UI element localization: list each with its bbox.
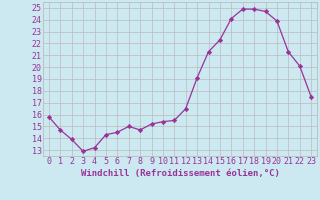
X-axis label: Windchill (Refroidissement éolien,°C): Windchill (Refroidissement éolien,°C) — [81, 169, 279, 178]
